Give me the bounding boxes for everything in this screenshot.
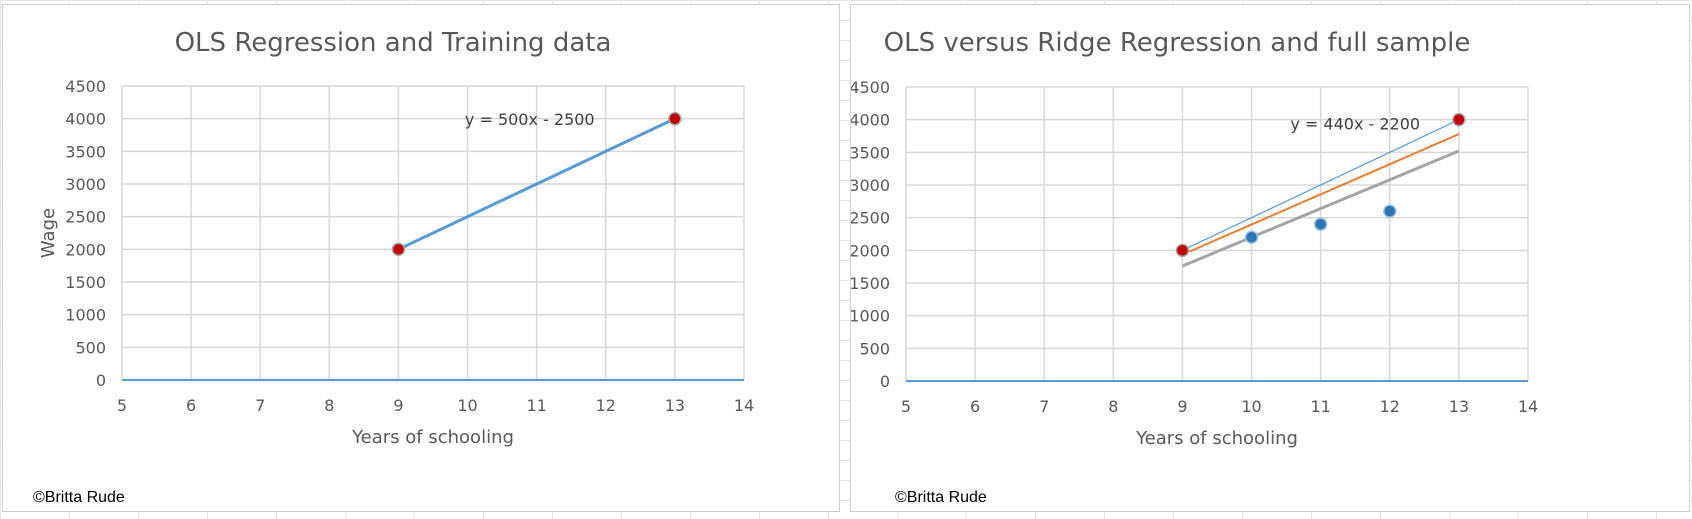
y-tick-label: 3500: [65, 142, 106, 161]
y-tick-label: 2000: [65, 240, 106, 259]
series-line-ols: [397, 117, 676, 251]
y-tick-label: 0: [880, 372, 890, 391]
x-tick-label: 8: [1108, 397, 1118, 416]
x-tick-label: 13: [665, 396, 685, 415]
copyright-label: ©Britta Rude: [33, 489, 125, 506]
x-tick-label: 6: [970, 397, 980, 416]
x-tick-label: 10: [457, 396, 477, 415]
training-data-point: [668, 111, 682, 126]
y-tick-label: 4500: [65, 77, 106, 96]
y-tick-label: 500: [859, 339, 890, 358]
x-tick-label: 9: [1177, 397, 1187, 416]
training-data-point: [1175, 243, 1190, 258]
y-tick-label: 1500: [851, 274, 890, 293]
training-data-point: [391, 242, 406, 257]
y-axis-title: Wage: [38, 208, 59, 258]
sample-data-point: [1383, 204, 1397, 218]
y-tick-label: 2500: [65, 208, 106, 227]
x-tick-label: 6: [186, 396, 196, 415]
regression-equation-label: y = 500x - 2500: [465, 110, 595, 129]
y-tick-label: 3500: [851, 143, 890, 162]
y-tick-label: 1000: [65, 306, 106, 325]
x-tick-label: 10: [1241, 397, 1261, 416]
x-tick-label: 12: [596, 396, 616, 415]
y-tick-label: 500: [75, 338, 106, 357]
x-tick-label: 14: [734, 396, 754, 415]
y-tick-label: 0: [96, 371, 106, 390]
copyright-label: ©Britta Rude: [895, 489, 987, 506]
training-data-point: [1452, 112, 1466, 127]
x-tick-label: 7: [1039, 397, 1049, 416]
regression-equation-label: y = 440x - 2200: [1290, 114, 1420, 133]
x-tick-label: 9: [393, 396, 403, 415]
y-tick-label: 4000: [65, 110, 106, 129]
x-tick-label: 7: [255, 396, 265, 415]
chart-title: OLS Regression and Training data: [175, 28, 612, 58]
y-tick-label: 2500: [851, 209, 890, 228]
x-tick-label: 14: [1518, 397, 1538, 416]
series-line-ridge_orange: [1188, 133, 1460, 253]
x-tick-label: 13: [1449, 397, 1469, 416]
x-axis-title: Years of schooling: [1135, 428, 1298, 449]
x-axis-title: Years of schooling: [351, 427, 514, 448]
y-tick-label: 4500: [851, 78, 890, 97]
chart-title: OLS versus Ridge Regression and full sam…: [884, 28, 1471, 58]
x-tick-label: 11: [1310, 397, 1330, 416]
y-tick-label: 3000: [65, 175, 106, 194]
y-tick-label: 1000: [851, 307, 890, 326]
y-tick-label: 3000: [851, 176, 890, 195]
series-line-ridge_gray: [1181, 149, 1460, 268]
chart-panel-ols: OLS Regression and Training data 5 6 7 8 9 10 1…: [2, 4, 840, 512]
x-tick-label: 5: [117, 396, 127, 415]
y-tick-label: 4000: [851, 111, 890, 130]
sample-data-point: [1244, 230, 1259, 245]
y-tick-label: 1500: [65, 273, 106, 292]
x-tick-label: 5: [901, 397, 911, 416]
ridge-chart: OLS versus Ridge Regression and full sam…: [851, 28, 1538, 449]
x-tick-label: 8: [324, 396, 334, 415]
y-tick-label: 2000: [851, 241, 890, 260]
x-tick-label: 12: [1380, 397, 1400, 416]
x-tick-label: 11: [526, 396, 546, 415]
chart-panel-ridge: OLS versus Ridge Regression and full sam…: [850, 4, 1690, 512]
series-line-ols_thin: [1182, 119, 1460, 251]
sample-data-point: [1313, 217, 1328, 231]
ols-chart: OLS Regression and Training data 5 6 7 8 9 10 1…: [38, 28, 754, 448]
